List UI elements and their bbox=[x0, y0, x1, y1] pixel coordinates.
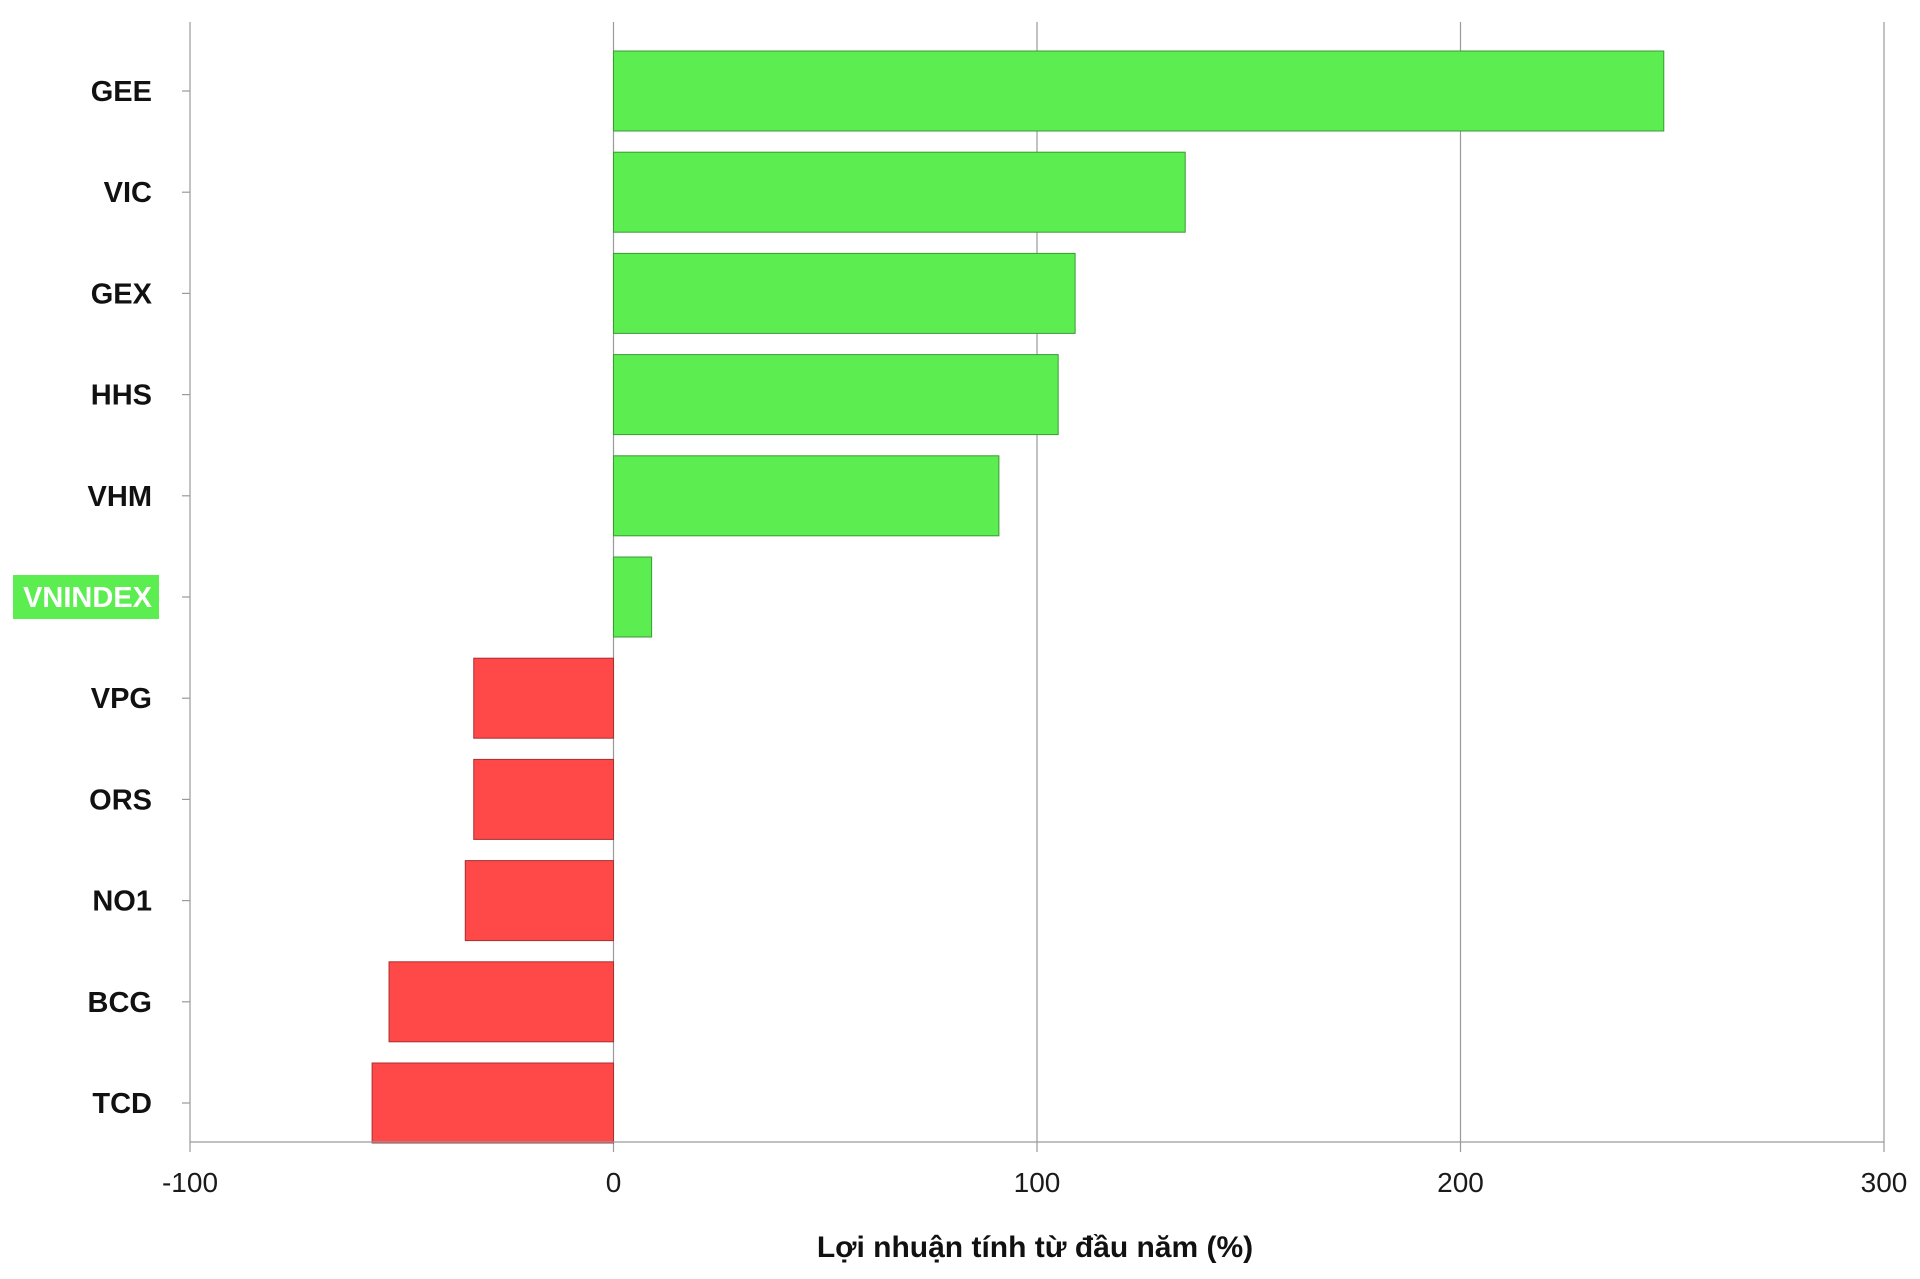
x-tick-label: 200 bbox=[1437, 1167, 1484, 1198]
bar-gee bbox=[613, 50, 1665, 132]
category-label-bcg: BCG bbox=[88, 987, 152, 1019]
category-label-hhs: HHS bbox=[91, 380, 152, 412]
bar-bcg bbox=[388, 961, 615, 1043]
category-labels: GEE VIC GEX HHS VHM VNINDEX VPG ORS NO1 BCG TCD bbox=[13, 76, 190, 1120]
x-tick-label: 300 bbox=[1861, 1167, 1908, 1198]
category-label-vhm: VHM bbox=[88, 481, 152, 513]
x-axis: -100 0 100 200 300 bbox=[162, 1141, 1908, 1198]
highlight-label-bg bbox=[13, 575, 159, 619]
bars bbox=[371, 50, 1665, 1144]
bar-vic bbox=[613, 151, 1186, 233]
bar-gex bbox=[613, 252, 1076, 334]
category-label-vic: VIC bbox=[104, 177, 152, 209]
category-label-ors: ORS bbox=[89, 784, 152, 816]
bar-hhs bbox=[613, 354, 1059, 436]
x-tick-label: 100 bbox=[1014, 1167, 1061, 1198]
category-label-gex: GEX bbox=[91, 278, 153, 310]
bar-no1 bbox=[464, 860, 614, 942]
bar-vnindex bbox=[613, 556, 653, 638]
category-label-tcd: TCD bbox=[92, 1088, 152, 1120]
category-label-no1: NO1 bbox=[92, 886, 152, 918]
category-label-gee: GEE bbox=[91, 76, 152, 108]
bar-vpg bbox=[473, 657, 614, 739]
bar-ors bbox=[473, 758, 614, 840]
bar-vhm bbox=[613, 455, 1000, 537]
x-axis-title: Lợi nhuận tính từ đầu năm (%) bbox=[817, 1231, 1253, 1264]
x-tick-label: -100 bbox=[162, 1167, 218, 1198]
category-label-vnindex: VNINDEX bbox=[23, 582, 153, 614]
x-tick-label: 0 bbox=[606, 1167, 622, 1198]
category-label-vpg: VPG bbox=[91, 683, 152, 715]
bar-tcd bbox=[371, 1062, 615, 1144]
